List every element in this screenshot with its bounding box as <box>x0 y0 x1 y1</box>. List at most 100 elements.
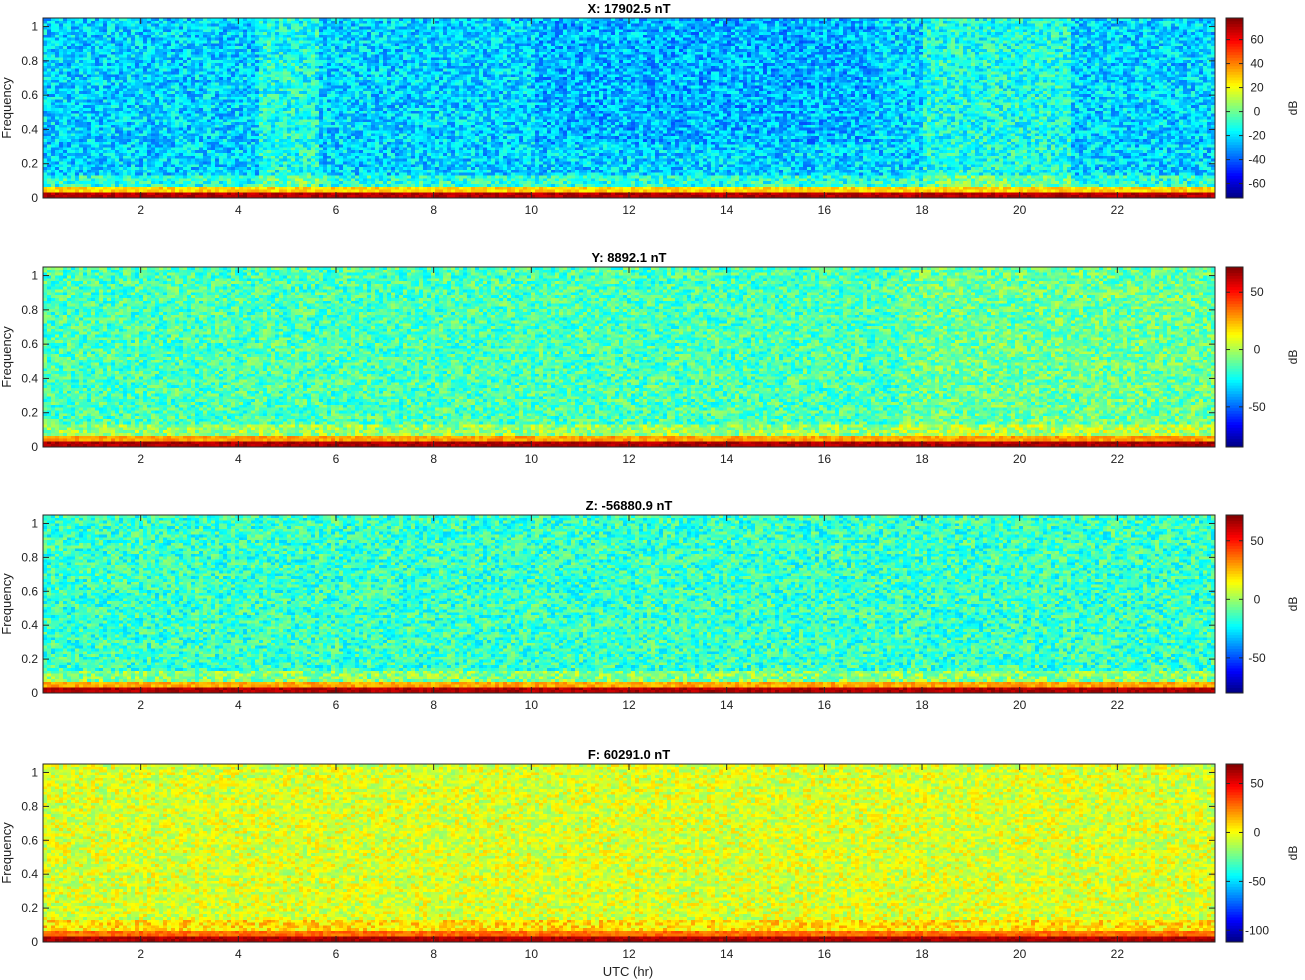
colorbar-segment <box>1226 192 1243 196</box>
colorbar-segment <box>1226 418 1243 423</box>
colorbar-segment <box>1226 413 1243 417</box>
colorbar-segment <box>1226 130 1243 134</box>
colorbar-segment <box>1226 189 1243 193</box>
colorbar-segment <box>1226 684 1243 688</box>
colorbar-segment <box>1226 323 1243 327</box>
colorbar-segment <box>1226 548 1243 552</box>
colorbar-segment <box>1226 822 1243 826</box>
colorbar-tick-label: 0 <box>1254 825 1261 839</box>
colorbar-segment <box>1226 283 1243 288</box>
colorbar-segment <box>1226 570 1243 574</box>
colorbar-segment <box>1226 797 1243 801</box>
x-tick-label: 10 <box>525 203 539 217</box>
colorbar-segment <box>1226 175 1243 179</box>
colorbar-segment <box>1226 584 1243 588</box>
x-tick-label: 22 <box>1111 698 1125 712</box>
colorbar-segment <box>1226 23 1243 27</box>
colorbar-tick-label: -20 <box>1248 129 1266 143</box>
colorbar-segment <box>1226 800 1243 804</box>
colorbar-segment <box>1226 841 1243 846</box>
colorbar-segment <box>1226 517 1243 522</box>
colorbar-segment <box>1226 444 1243 448</box>
colorbar-segment <box>1226 642 1243 647</box>
colorbar-segment <box>1226 345 1243 350</box>
colorbar-segment <box>1226 565 1243 569</box>
colorbar-segment <box>1226 606 1243 611</box>
colorbar-segment <box>1226 515 1243 519</box>
colorbar-segment <box>1226 534 1243 538</box>
colorbar-segment <box>1226 847 1243 851</box>
colorbar-segment <box>1226 396 1243 400</box>
colorbar-segment <box>1226 169 1243 174</box>
colorbar-segment <box>1226 791 1243 796</box>
colorbar-segment <box>1226 172 1243 176</box>
y-tick-label: 0 <box>31 440 38 454</box>
x-tick-label: 16 <box>818 203 832 217</box>
colorbar-segment <box>1226 911 1243 915</box>
colorbar-segment <box>1226 161 1243 165</box>
colorbar-segment <box>1226 878 1243 882</box>
colorbar-segment <box>1226 805 1243 809</box>
colorbar-segment <box>1226 811 1243 815</box>
colorbar-segment <box>1226 351 1243 355</box>
colorbar-tick-label: -50 <box>1248 874 1266 888</box>
colorbar-segment <box>1226 138 1243 143</box>
colorbar-segment <box>1226 186 1243 191</box>
panel-title: Y: 8892.1 nT <box>592 250 667 265</box>
x-tick-label: 14 <box>720 947 734 961</box>
colorbar-frame <box>1225 17 1244 199</box>
colorbar-segment <box>1226 936 1243 940</box>
colorbar-segment <box>1226 26 1243 30</box>
spectrogram-panel: X: 17902.5 nT2 4 6 8 10 12 14 16 18 20 2200.20.40.… <box>0 1 1300 217</box>
colorbar-segment <box>1226 780 1243 784</box>
x-tick-label: 10 <box>525 698 539 712</box>
colorbar-segment <box>1226 195 1243 199</box>
colorbar-segment <box>1226 775 1243 779</box>
colorbar-segment <box>1226 416 1243 420</box>
colorbar-segment <box>1226 786 1243 790</box>
colorbar-segment <box>1226 777 1243 782</box>
colorbar-segment <box>1226 886 1243 890</box>
colorbar-segment <box>1226 629 1243 633</box>
colorbar-segment <box>1226 441 1243 445</box>
colorbar-segment <box>1226 68 1243 72</box>
colorbar-segment <box>1226 559 1243 563</box>
colorbar-segment <box>1226 875 1243 879</box>
colorbar-segment <box>1226 827 1243 832</box>
colorbar-segment <box>1226 662 1243 666</box>
colorbar-segment <box>1226 407 1243 411</box>
colorbar-segment <box>1226 634 1243 638</box>
colorbar-segment <box>1226 617 1243 622</box>
colorbar-segment <box>1226 438 1243 442</box>
colorbar-segment <box>1226 839 1243 843</box>
colorbar-segment <box>1226 300 1243 305</box>
colorbar-tick-label: -50 <box>1248 651 1266 665</box>
colorbar-segment <box>1226 595 1243 599</box>
spectrogram-image <box>43 18 1215 198</box>
colorbar-segment <box>1226 40 1243 44</box>
x-tick-label: 20 <box>1013 452 1027 466</box>
x-tick-label: 12 <box>622 203 636 217</box>
y-tick-label: 0.2 <box>21 652 38 666</box>
colorbar-segment <box>1226 334 1243 338</box>
x-tick-label: 20 <box>1013 947 1027 961</box>
colorbar-segment <box>1226 272 1243 276</box>
colorbar-segment <box>1226 376 1243 380</box>
colorbar-segment <box>1226 576 1243 580</box>
colorbar-segment <box>1226 844 1243 848</box>
colorbar-segment <box>1226 362 1243 366</box>
colorbar-segment <box>1226 933 1243 937</box>
colorbar-segment <box>1226 269 1243 274</box>
colorbar-segment <box>1226 573 1243 577</box>
colorbar-segment <box>1226 167 1243 171</box>
y-axis-label: Frequency <box>0 822 14 884</box>
colorbar-segment <box>1226 63 1243 67</box>
colorbar-segment <box>1226 866 1243 871</box>
y-tick-label: 1 <box>31 20 38 34</box>
colorbar-tick-label: 0 <box>1254 592 1261 606</box>
colorbar-tick-label: -60 <box>1248 177 1266 191</box>
colorbar-segment <box>1226 108 1243 112</box>
colorbar-segment <box>1226 537 1243 541</box>
colorbar-segment <box>1226 640 1243 644</box>
x-tick-label: 16 <box>818 698 832 712</box>
